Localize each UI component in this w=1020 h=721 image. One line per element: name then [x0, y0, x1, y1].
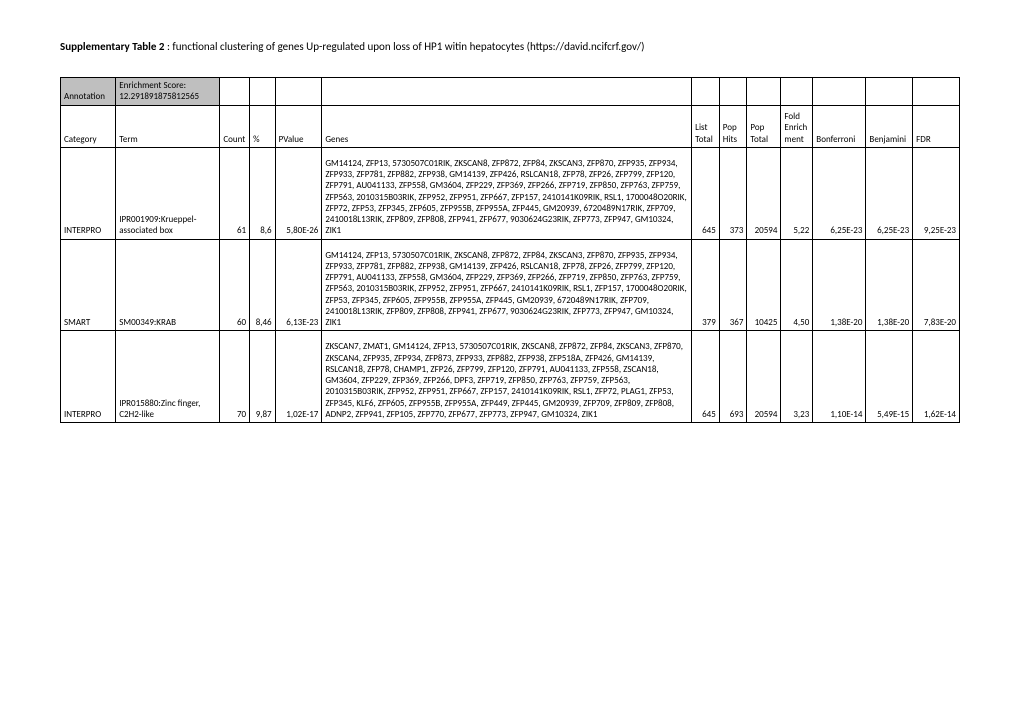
empty-cell: [747, 78, 781, 106]
cell-term: IPR015880:Zinc finger, C2H2-like: [116, 331, 220, 423]
cell-poptotal: 20594: [747, 331, 781, 423]
cell-listtotal: 645: [692, 147, 720, 239]
cell-pvalue: 1,02E-17: [275, 331, 322, 423]
cell-listtotal: 379: [692, 239, 720, 331]
col-category: Category: [61, 105, 116, 147]
page-title: Supplementary Table 2 : functional clust…: [60, 40, 960, 53]
table-row: INTERPRO IPR015880:Zinc finger, C2H2-lik…: [61, 331, 960, 423]
cell-genes: ZKSCAN7, ZMAT1, GM14124, ZFP13, 5730507C…: [322, 331, 692, 423]
title-bold: Supplementary Table 2: [60, 40, 164, 53]
cell-pvalue: 5,80E-26: [275, 147, 322, 239]
col-fdr: FDR: [913, 105, 960, 147]
table-row: SMART SM00349:KRAB 60 8,46 6,13E-23 GM14…: [61, 239, 960, 331]
cell-listtotal: 645: [692, 331, 720, 423]
cell-fdr: 7,83E-20: [913, 239, 960, 331]
cell-benj: 5,49E-15: [866, 331, 913, 423]
cell-count: 70: [220, 331, 250, 423]
cell-term: IPR001909:Krueppel-associated box: [116, 147, 220, 239]
cell-pophits: 693: [719, 331, 747, 423]
empty-cell: [913, 78, 960, 106]
cell-genes: GM14124, ZFP13, 5730507C01RIK, ZKSCAN8, …: [322, 239, 692, 331]
empty-cell: [275, 78, 322, 106]
enrichment-score: Enrichment Score: 12.291891875812565: [116, 78, 220, 106]
cell-fdr: 1,62E-14: [913, 331, 960, 423]
cell-category: INTERPRO: [61, 147, 116, 239]
cell-term: SM00349:KRAB: [116, 239, 220, 331]
empty-cell: [781, 78, 813, 106]
empty-cell: [866, 78, 913, 106]
col-poptotal: Pop Total: [747, 105, 781, 147]
cell-pct: 8,6: [250, 147, 276, 239]
cell-pct: 9,87: [250, 331, 276, 423]
enrichment-table: Annotation Enrichment Score: 12.29189187…: [60, 77, 960, 423]
cell-fold: 4,50: [781, 239, 813, 331]
column-header-row: Category Term Count % PValue Genes List …: [61, 105, 960, 147]
col-bonf: Bonferroni: [813, 105, 866, 147]
col-term: Term: [116, 105, 220, 147]
empty-cell: [719, 78, 747, 106]
cell-pophits: 367: [719, 239, 747, 331]
cell-fold: 5,22: [781, 147, 813, 239]
col-pct: %: [250, 105, 276, 147]
empty-cell: [322, 78, 692, 106]
cell-category: INTERPRO: [61, 331, 116, 423]
col-pvalue: PValue: [275, 105, 322, 147]
col-pophits: Pop Hits: [719, 105, 747, 147]
col-benj: Benjamini: [866, 105, 913, 147]
cell-pct: 8,46: [250, 239, 276, 331]
col-listtotal: List Total: [692, 105, 720, 147]
cell-fdr: 9,25E-23: [913, 147, 960, 239]
cell-benj: 6,25E-23: [866, 147, 913, 239]
cell-bonf: 6,25E-23: [813, 147, 866, 239]
col-genes: Genes: [322, 105, 692, 147]
cell-pvalue: 6,13E-23: [275, 239, 322, 331]
title-rest: : functional clustering of genes Up-regu…: [164, 40, 644, 53]
cell-poptotal: 20594: [747, 147, 781, 239]
cell-benj: 1,38E-20: [866, 239, 913, 331]
empty-cell: [220, 78, 250, 106]
cell-genes: GM14124, ZFP13, 5730507C01RIK, ZKSCAN8, …: [322, 147, 692, 239]
annotation-label: Annotation: [61, 78, 116, 106]
col-fold: Fold Enrich ment: [781, 105, 813, 147]
cell-pophits: 373: [719, 147, 747, 239]
enrichment-header-row: Annotation Enrichment Score: 12.29189187…: [61, 78, 960, 106]
empty-cell: [250, 78, 276, 106]
cell-poptotal: 10425: [747, 239, 781, 331]
cell-bonf: 1,38E-20: [813, 239, 866, 331]
cell-fold: 3,23: [781, 331, 813, 423]
empty-cell: [813, 78, 866, 106]
empty-cell: [692, 78, 720, 106]
col-count: Count: [220, 105, 250, 147]
cell-count: 61: [220, 147, 250, 239]
cell-bonf: 1,10E-14: [813, 331, 866, 423]
table-row: INTERPRO IPR001909:Krueppel-associated b…: [61, 147, 960, 239]
cell-count: 60: [220, 239, 250, 331]
cell-category: SMART: [61, 239, 116, 331]
